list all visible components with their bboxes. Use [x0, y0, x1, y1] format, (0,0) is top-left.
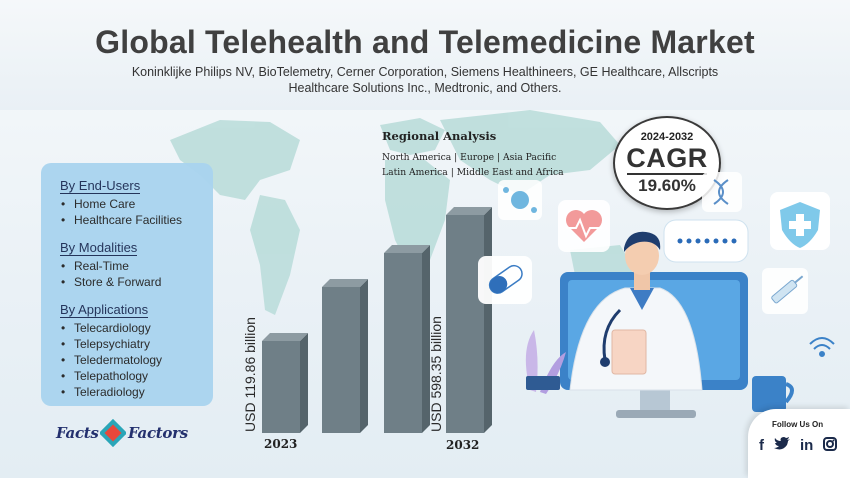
segment-item-label: Store & Forward	[74, 275, 162, 289]
doctor-figure	[569, 231, 703, 391]
segment-item: • Teledermatology	[61, 353, 163, 367]
syringe-icon	[762, 268, 808, 314]
page-title: Global Telehealth and Telemedicine Marke…	[95, 24, 755, 60]
start-value-label: USD 119.86 billion	[242, 317, 258, 432]
page-subtitle: Koninklijke Philips NV, BioTelemetry, Ce…	[90, 64, 760, 96]
regional-analysis: Regional Analysis North America | Europe…	[382, 129, 582, 180]
growth-bar-chart	[262, 207, 492, 433]
instagram-icon[interactable]	[823, 437, 837, 455]
header-band	[0, 0, 850, 110]
logo-mark-icon	[100, 419, 126, 447]
end-value-label: USD 598.35 billion	[428, 316, 444, 432]
segment-item: • Telecardiology	[61, 321, 151, 335]
telehealth-illustration	[478, 172, 835, 418]
cagr-badge: 2024-2032 CAGR 19.60%	[613, 116, 721, 210]
segment-item-label: Telecardiology	[74, 321, 151, 335]
mug-icon	[752, 376, 794, 412]
growth-bar	[322, 279, 368, 433]
segment-item-label: Teledermatology	[74, 353, 163, 367]
segment-end-users: By End-Users • Home Care • Healthcare Faci…	[60, 177, 213, 228]
segment-item: • Home Care	[61, 197, 136, 211]
regional-line-1: North America | Europe | Asia Pacific	[382, 152, 557, 163]
segment-item-label: Real-Time	[74, 259, 129, 273]
segment-item: • Telepathology	[61, 369, 149, 383]
segment-applications: By Applications • Telecardiology • Telepsy…	[60, 301, 213, 400]
follow-title: Follow Us On	[772, 420, 824, 429]
dna-icon	[702, 172, 742, 212]
segment-item-label: Teleradiology	[74, 385, 145, 399]
facebook-icon[interactable]: f	[759, 437, 764, 454]
segment-item-label: Telepsychiatry	[74, 337, 151, 351]
cagr-years: 2024-2032	[640, 131, 694, 143]
segment-item: • Healthcare Facilities	[61, 213, 183, 227]
regional-title: Regional Analysis	[382, 129, 497, 143]
linkedin-icon[interactable]: in	[800, 437, 814, 454]
segment-item: • Telepsychiatry	[61, 337, 151, 351]
segment-item: • Real-Time	[61, 259, 129, 273]
company-logo: Facts Factors	[56, 419, 196, 447]
end-year-label: 2032	[446, 438, 480, 452]
shield-cross-icon	[770, 192, 830, 250]
regional-line-2: Latin America | Middle East and Africa	[382, 167, 564, 178]
virus-icon	[498, 180, 542, 220]
segment-title-applications: By Applications	[60, 302, 149, 318]
segment-item: • Store & Forward	[61, 275, 162, 289]
plant-decoration	[525, 330, 566, 394]
chat-bubble-icon	[663, 219, 749, 263]
follow-us-card: Follow Us On f in	[748, 409, 850, 478]
subtitle-line-2: Healthcare Solutions Inc., Medtronic, an…	[288, 81, 562, 95]
segment-item-label: Healthcare Facilities	[74, 213, 183, 227]
wifi-icon	[809, 337, 835, 357]
logo-text-left: Facts	[56, 424, 99, 442]
segments-panel: By End-Users • Home Care • Healthcare Faci…	[41, 163, 213, 406]
subtitle-line-1: Koninklijke Philips NV, BioTelemetry, Ce…	[131, 65, 719, 79]
segment-item: • Teleradiology	[61, 385, 145, 399]
segment-modalities: By Modalities • Real-Time • Store & Forwar…	[60, 239, 213, 290]
cagr-label: CAGR	[626, 143, 708, 173]
segment-title-end-users: By End-Users	[60, 178, 141, 194]
start-year-label: 2023	[264, 437, 298, 451]
cagr-value: 19.60%	[638, 176, 696, 195]
segment-item-label: Home Care	[74, 197, 136, 211]
pill-icon	[478, 256, 532, 304]
growth-bar	[384, 245, 430, 433]
heart-monitor-icon	[558, 200, 610, 252]
cagr-divider	[627, 173, 707, 175]
logo-text-right: Factors	[128, 424, 188, 442]
twitter-icon[interactable]	[774, 437, 790, 455]
segment-title-modalities: By Modalities	[60, 240, 138, 256]
growth-bar	[262, 333, 308, 433]
segment-item-label: Telepathology	[74, 369, 149, 383]
